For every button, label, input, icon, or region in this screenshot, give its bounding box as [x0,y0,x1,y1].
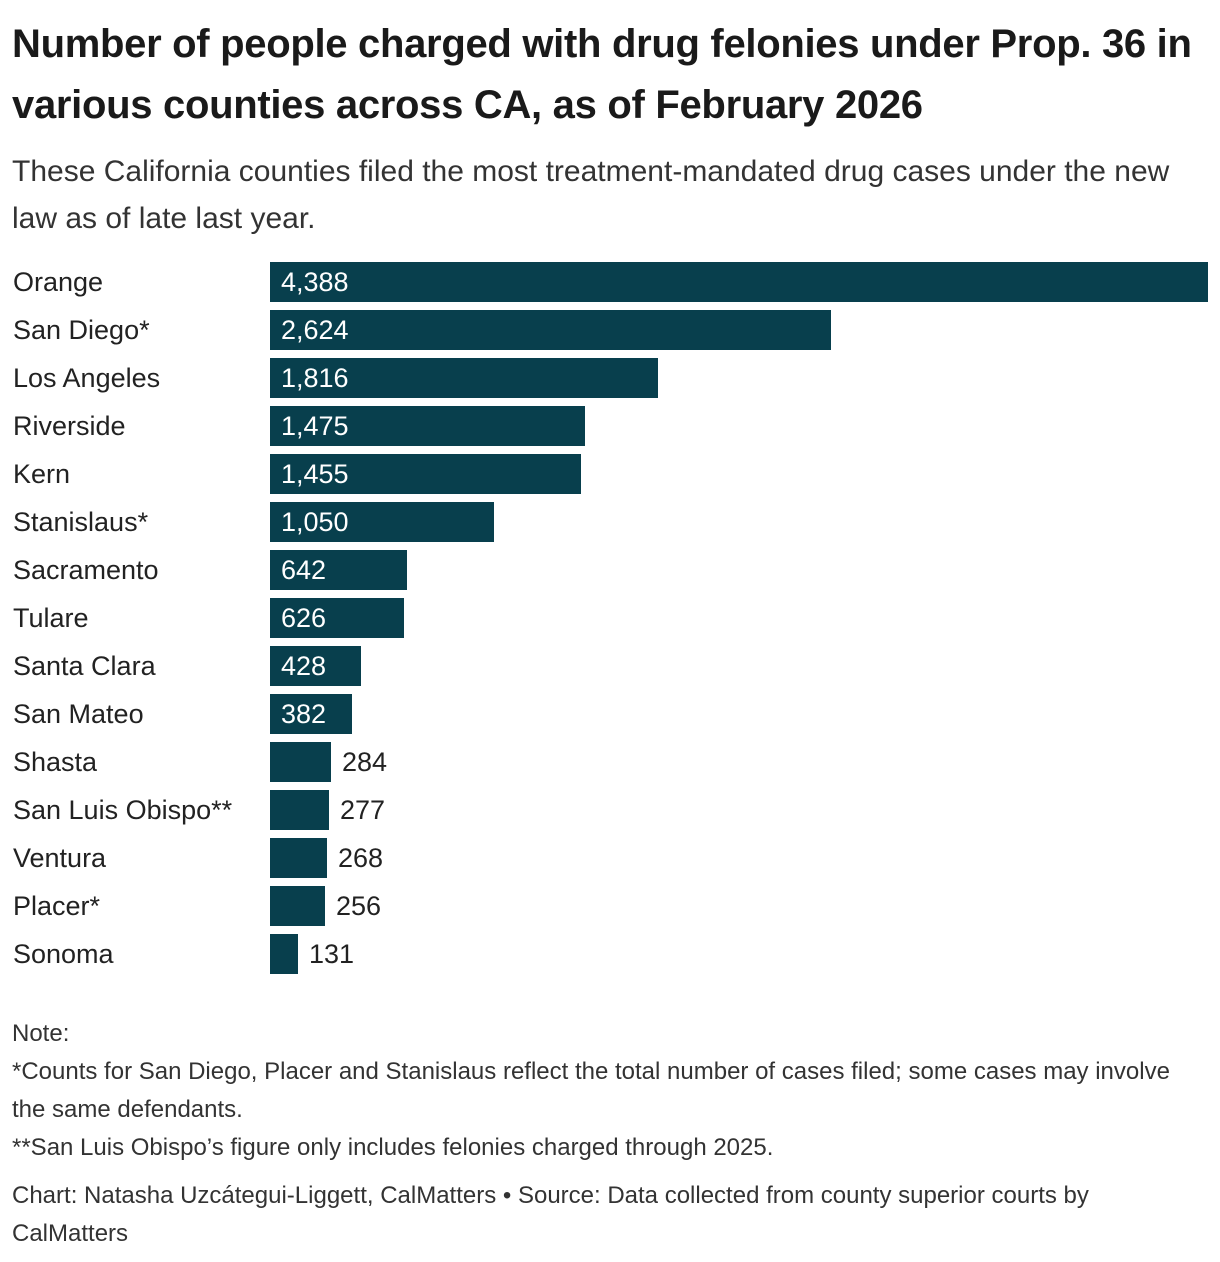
bar [270,598,404,638]
value-label: 268 [338,843,384,873]
value-label: 4,388 [281,267,349,297]
bar [270,934,298,974]
value-label: 626 [281,603,327,633]
value-label: 1,816 [281,363,349,393]
value-label: 277 [340,795,386,825]
bar [270,454,581,494]
chart-title: Number of people charged with drug felon… [12,22,1192,127]
category-label: San Diego* [13,315,150,345]
value-label: 284 [342,747,388,777]
value-label: 131 [309,939,355,969]
category-label: Ventura [13,843,107,873]
note-line-2: **San Luis Obispo’s figure only includes… [12,1134,774,1161]
value-label: 1,475 [281,411,349,441]
bar [270,550,407,590]
bar [270,742,331,782]
value-label: 642 [281,555,327,585]
category-label: Sonoma [13,939,114,969]
category-label: San Luis Obispo** [13,795,233,825]
category-label: Kern [13,459,71,489]
value-label: 2,624 [281,315,349,345]
note-line-1: *Counts for San Diego, Placer and Stanis… [12,1058,1170,1123]
value-label: 256 [336,891,382,921]
bar [270,838,327,878]
category-label: San Mateo [13,699,144,729]
category-label: Los Angeles [13,363,161,393]
bar [270,790,329,830]
value-label: 428 [281,651,327,681]
category-label: Placer* [13,891,101,921]
value-label: 1,455 [281,459,349,489]
category-label: Shasta [13,747,98,777]
category-label: Stanislaus* [13,507,149,537]
bar [270,646,361,686]
bar [270,406,585,446]
bar [270,310,831,350]
category-label: Orange [13,267,104,297]
bar [270,886,325,926]
bar [270,262,1208,302]
category-label: Tulare [13,603,89,633]
category-label: Santa Clara [13,651,156,681]
chart-subtitle: These California counties filed the most… [12,155,1170,235]
bar [270,358,658,398]
bar [270,502,494,542]
notes-heading: Note: [12,1020,70,1047]
category-label: Riverside [13,411,126,441]
chart-credit: Chart: Natasha Uzcátegui-Liggett, CalMat… [12,1182,1089,1247]
value-label: 382 [281,699,327,729]
value-label: 1,050 [281,507,349,537]
chart-notes: Note: *Counts for San Diego, Placer and … [12,1015,1208,1167]
bar [270,694,352,734]
category-label: Sacramento [13,555,159,585]
